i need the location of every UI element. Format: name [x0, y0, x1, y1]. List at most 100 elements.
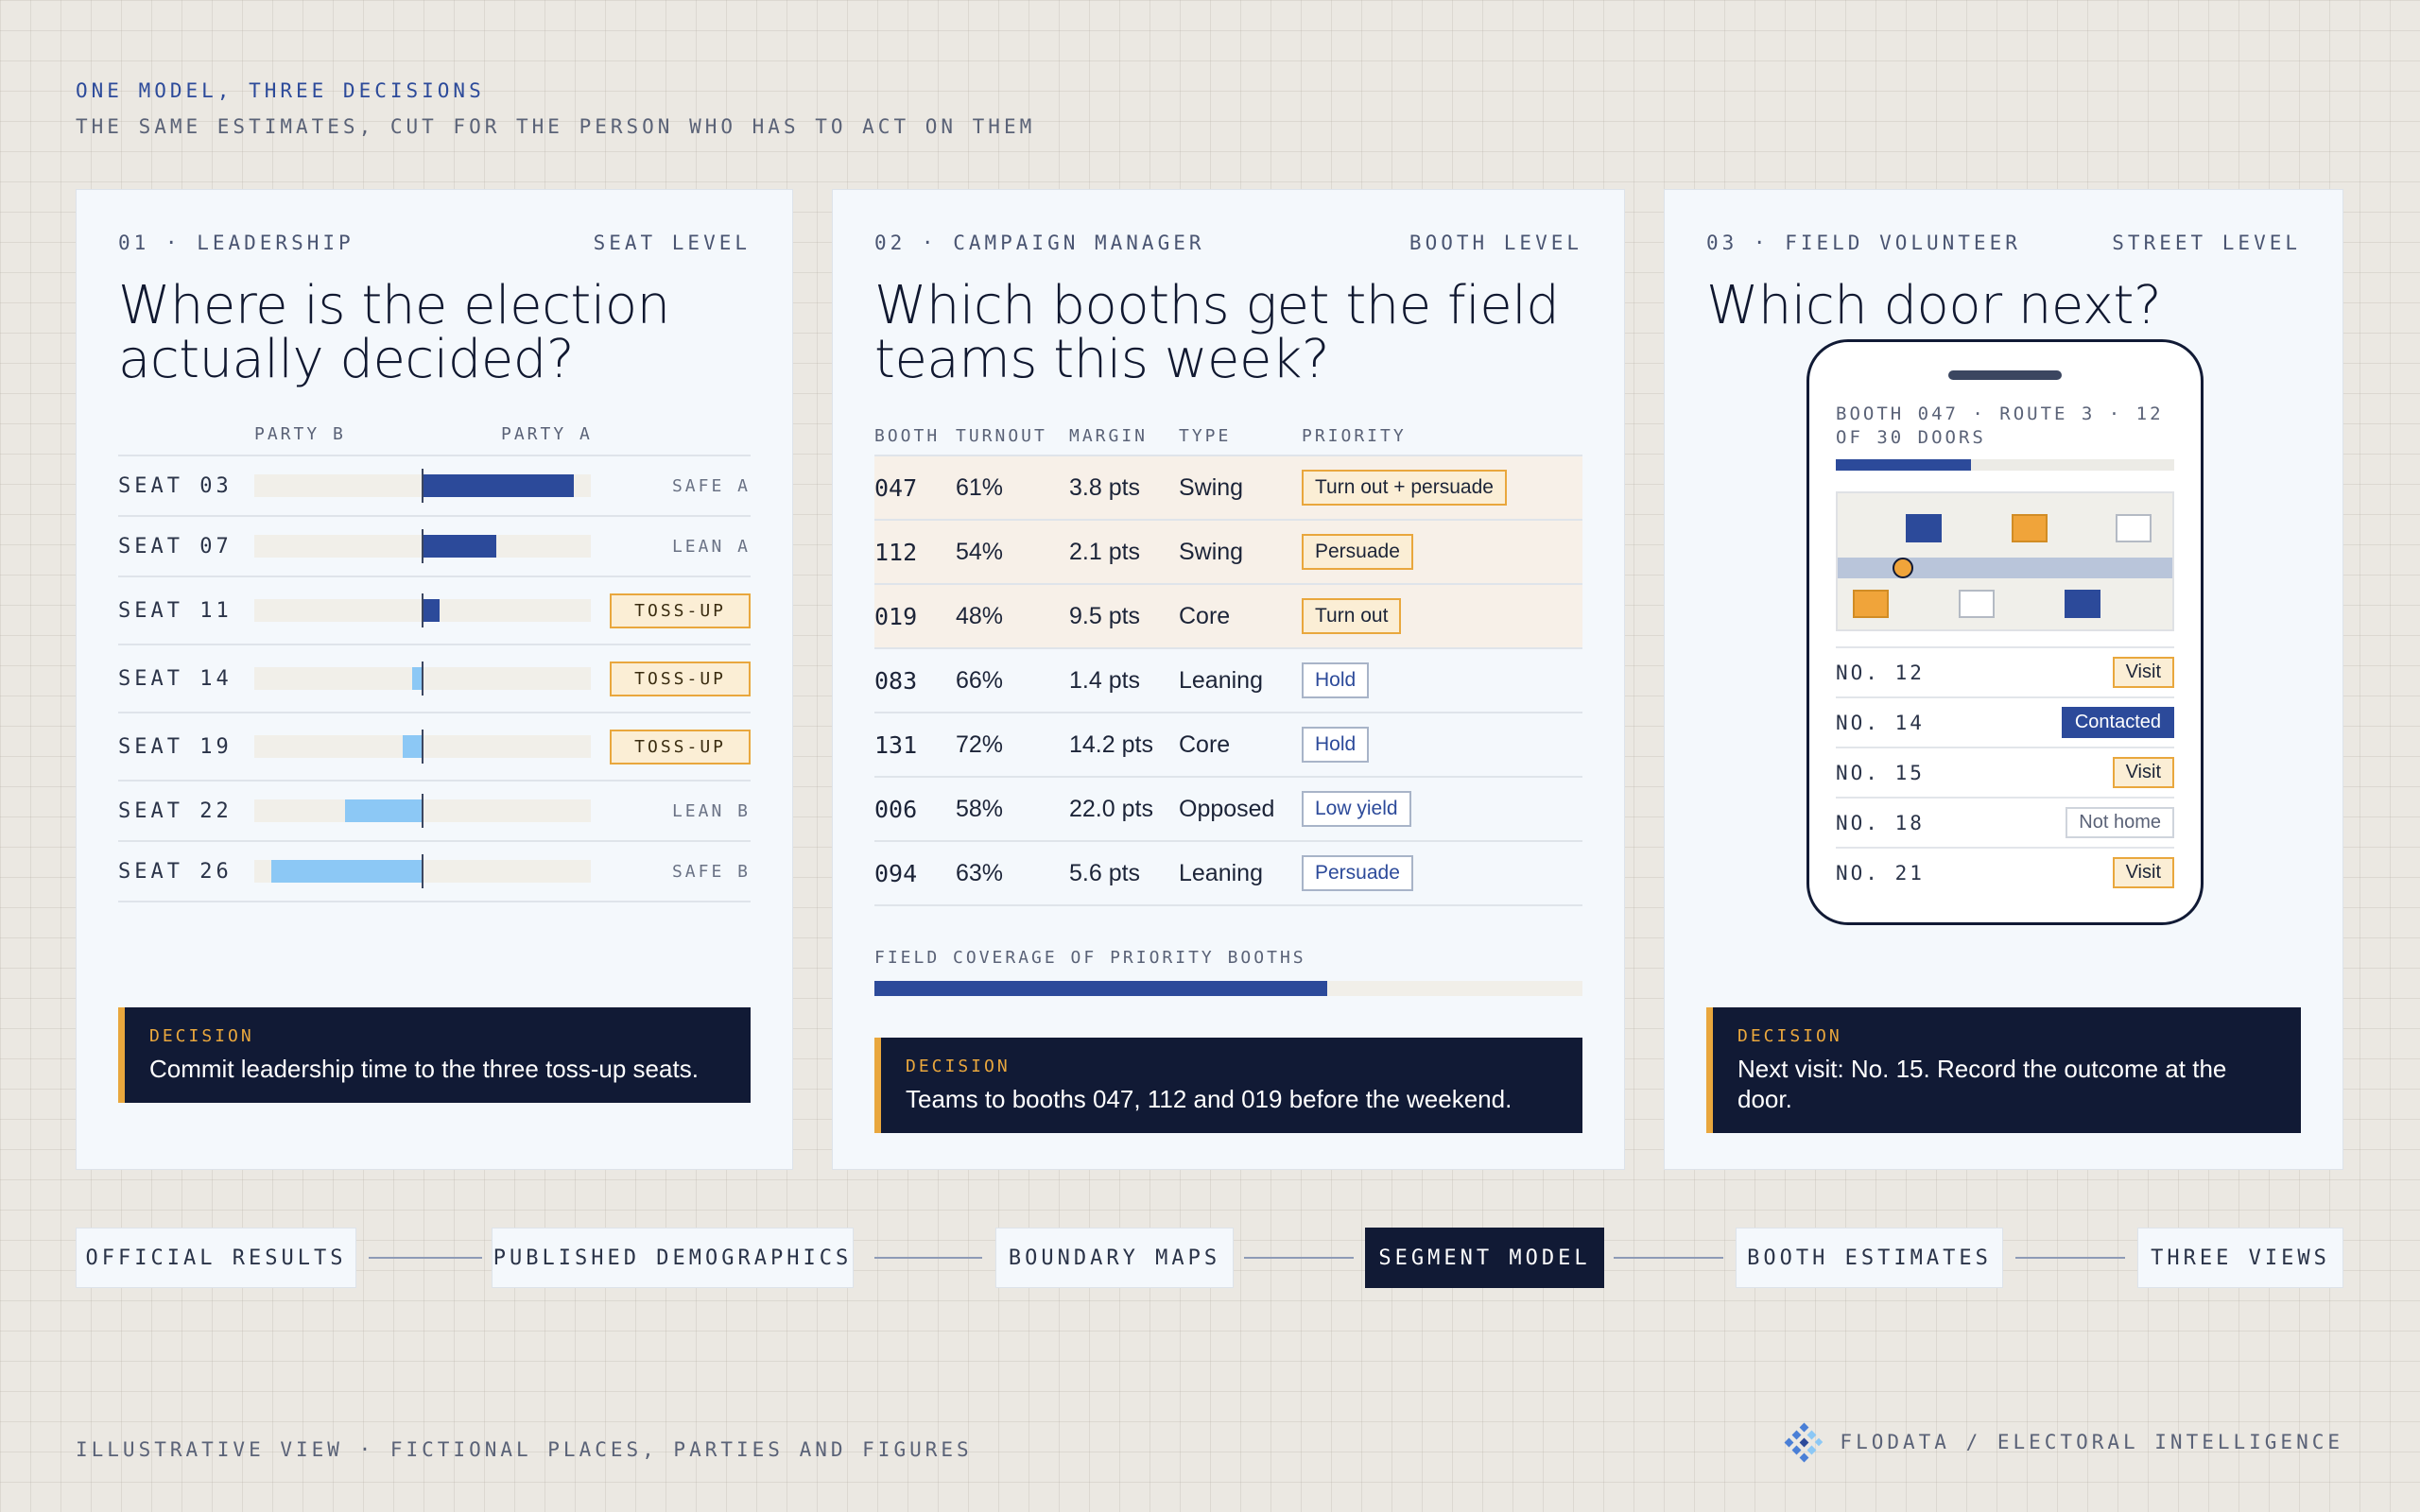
decision-box: DECISION Commit leadership time to the t…	[118, 1007, 751, 1103]
door-row[interactable]: NO. 18 Not home	[1836, 797, 2174, 847]
seat-list: SEAT 03 SAFE A SEAT 07 LEAN A SEAT 11 TOSS-UP…	[118, 455, 751, 902]
volunteer-card: 03 · FIELD VOLUNTEER STREET LEVEL Which …	[1664, 189, 2343, 1170]
pipeline: OFFICIAL RESULTS PUBLISHED DEMOGRAPHICS …	[76, 1228, 2343, 1288]
footer-note: ILLUSTRATIVE VIEW · FICTIONAL PLACES, PA…	[76, 1438, 973, 1461]
door-status-visit[interactable]: Visit	[2112, 857, 2174, 888]
door-row[interactable]: NO. 12 Visit	[1836, 646, 2174, 696]
card-header: 01 · LEADERSHIP SEAT LEVEL	[118, 232, 751, 254]
priority-cell: Persuade	[1302, 855, 1582, 891]
margin-cell: 9.5 pts	[1069, 602, 1141, 629]
leadership-card: 01 · LEADERSHIP SEAT LEVEL Where is the …	[76, 189, 793, 1170]
pipeline-connector	[1614, 1257, 1723, 1259]
route-progress-bar	[1836, 459, 2174, 471]
priority-cell: Turn out	[1302, 598, 1582, 634]
type-cell: Swing	[1179, 538, 1244, 565]
house-contacted[interactable]	[1906, 514, 1942, 542]
door-status-nothome[interactable]: Not home	[2066, 807, 2174, 838]
stage-boundary-maps[interactable]: BOUNDARY MAPS	[995, 1228, 1234, 1288]
zero-axis	[422, 529, 424, 563]
margin-cell: 1.4 pts	[1069, 666, 1141, 694]
door-row[interactable]: NO. 21 Visit	[1836, 847, 2174, 897]
type-cell: Swing	[1179, 473, 1244, 501]
coverage-fill	[874, 981, 1328, 996]
table-row[interactable]: 094 63% 5.6 pts Leaning Persuade	[874, 842, 1582, 906]
margin-track	[254, 854, 591, 888]
card-question: Which door next?	[1706, 275, 2162, 336]
priority-tag: Turn out	[1302, 598, 1402, 634]
card-question: Where is the election actually decided?	[118, 275, 670, 390]
street-map	[1836, 491, 2174, 631]
door-row[interactable]: NO. 15 Visit	[1836, 747, 2174, 797]
decision-text: Next visit: No. 15. Record the outcome a…	[1737, 1055, 2227, 1113]
seat-row: SEAT 11 TOSS-UP	[118, 577, 751, 645]
door-row[interactable]: NO. 14 Contacted	[1836, 696, 2174, 747]
stage-three-views[interactable]: THREE VIEWS	[2137, 1228, 2343, 1288]
zero-axis	[422, 730, 424, 764]
route-progress-fill	[1836, 459, 1972, 471]
column-header: MARGIN	[1069, 426, 1149, 446]
door-status-visit[interactable]: Visit	[2112, 757, 2174, 788]
margin-bar	[423, 474, 575, 497]
stage-segment-model[interactable]: SEGMENT MODEL	[1365, 1228, 1604, 1288]
margin-cell: 3.8 pts	[1069, 473, 1141, 501]
booth-id: 047	[874, 473, 918, 502]
table-row[interactable]: 112 54% 2.1 pts Swing Persuade	[874, 521, 1582, 585]
turnout-cell: 61%	[956, 473, 1004, 501]
type-cell: Core	[1179, 602, 1231, 629]
tossup-badge: TOSS-UP	[610, 661, 751, 696]
margin-cell: 14.2 pts	[1069, 730, 1153, 758]
seat-status: SAFE B	[671, 861, 751, 882]
door-status-visit[interactable]: Visit	[2112, 657, 2174, 688]
pipeline-connector	[2015, 1257, 2125, 1259]
house-not-home[interactable]	[2116, 514, 2152, 542]
page-title: ONE MODEL, THREE DECISIONS	[76, 79, 485, 102]
card-header: 02 · CAMPAIGN MANAGER BOOTH LEVEL	[874, 232, 1582, 254]
stage-official-results[interactable]: OFFICIAL RESULTS	[76, 1228, 356, 1288]
door-number: NO. 18	[1836, 811, 1925, 834]
turnout-cell: 66%	[956, 666, 1004, 694]
route-info: BOOTH 047 · ROUTE 3 · 12 OF 30 DOORS	[1836, 404, 2164, 448]
decision-label: DECISION	[149, 1026, 254, 1046]
table-row[interactable]: 131 72% 14.2 pts Core Hold	[874, 713, 1582, 778]
seat-row: SEAT 26 SAFE B	[118, 842, 751, 902]
zero-axis	[422, 794, 424, 828]
priority-cell: Hold	[1302, 727, 1582, 763]
table-row[interactable]: 047 61% 3.8 pts Swing Turn out + persuade	[874, 456, 1582, 521]
table-row[interactable]: 019 48% 9.5 pts Core Turn out	[874, 585, 1582, 649]
house-not-home[interactable]	[1959, 590, 1995, 618]
type-cell: Leaning	[1179, 859, 1263, 886]
table-header: BOOTH TURNOUT MARGIN TYPE PRIORITY	[874, 426, 1582, 455]
booth-id: 083	[874, 666, 918, 695]
house-contacted[interactable]	[2065, 590, 2100, 618]
margin-track	[254, 662, 591, 696]
margin-track	[254, 593, 591, 627]
booth-id: 094	[874, 859, 918, 887]
seat-label: SEAT 11	[118, 598, 233, 623]
house-to-visit[interactable]	[1853, 590, 1889, 618]
margin-track	[254, 730, 591, 764]
table-row[interactable]: 006 58% 22.0 pts Opposed Low yield	[874, 778, 1582, 842]
brand-name: FLODATA / ELECTORAL INTELLIGENCE	[1840, 1431, 2343, 1453]
seat-status: LEAN A	[671, 536, 751, 557]
margin-cell: 22.0 pts	[1069, 795, 1153, 822]
road	[1838, 558, 2172, 578]
turnout-cell: 58%	[956, 795, 1004, 822]
margin-bar	[423, 599, 440, 622]
table-row[interactable]: 083 66% 1.4 pts Leaning Hold	[874, 649, 1582, 713]
margin-bar	[402, 735, 423, 758]
door-number: NO. 21	[1836, 861, 1925, 885]
margin-bar	[423, 535, 497, 558]
margin-bar	[345, 799, 423, 822]
priority-tag: Hold	[1302, 662, 1370, 698]
door-status-contacted[interactable]: Contacted	[2061, 707, 2174, 738]
card-question: Which booths get the field teams this we…	[874, 275, 1560, 390]
column-header: TYPE	[1179, 426, 1232, 446]
door-list: NO. 12 Visit NO. 14 Contacted NO. 15 Visit NO.…	[1836, 646, 2174, 897]
seat-row: SEAT 07 LEAN A	[118, 517, 751, 577]
stage-booth-estimates[interactable]: BOOTH ESTIMATES	[1736, 1228, 2003, 1288]
house-to-visit[interactable]	[2012, 514, 2048, 542]
decision-box: DECISION Teams to booths 047, 112 and 01…	[874, 1038, 1582, 1133]
margin-bar	[270, 860, 423, 883]
stage-published-demographics[interactable]: PUBLISHED DEMOGRAPHICS	[492, 1228, 854, 1288]
tossup-badge: TOSS-UP	[610, 729, 751, 765]
